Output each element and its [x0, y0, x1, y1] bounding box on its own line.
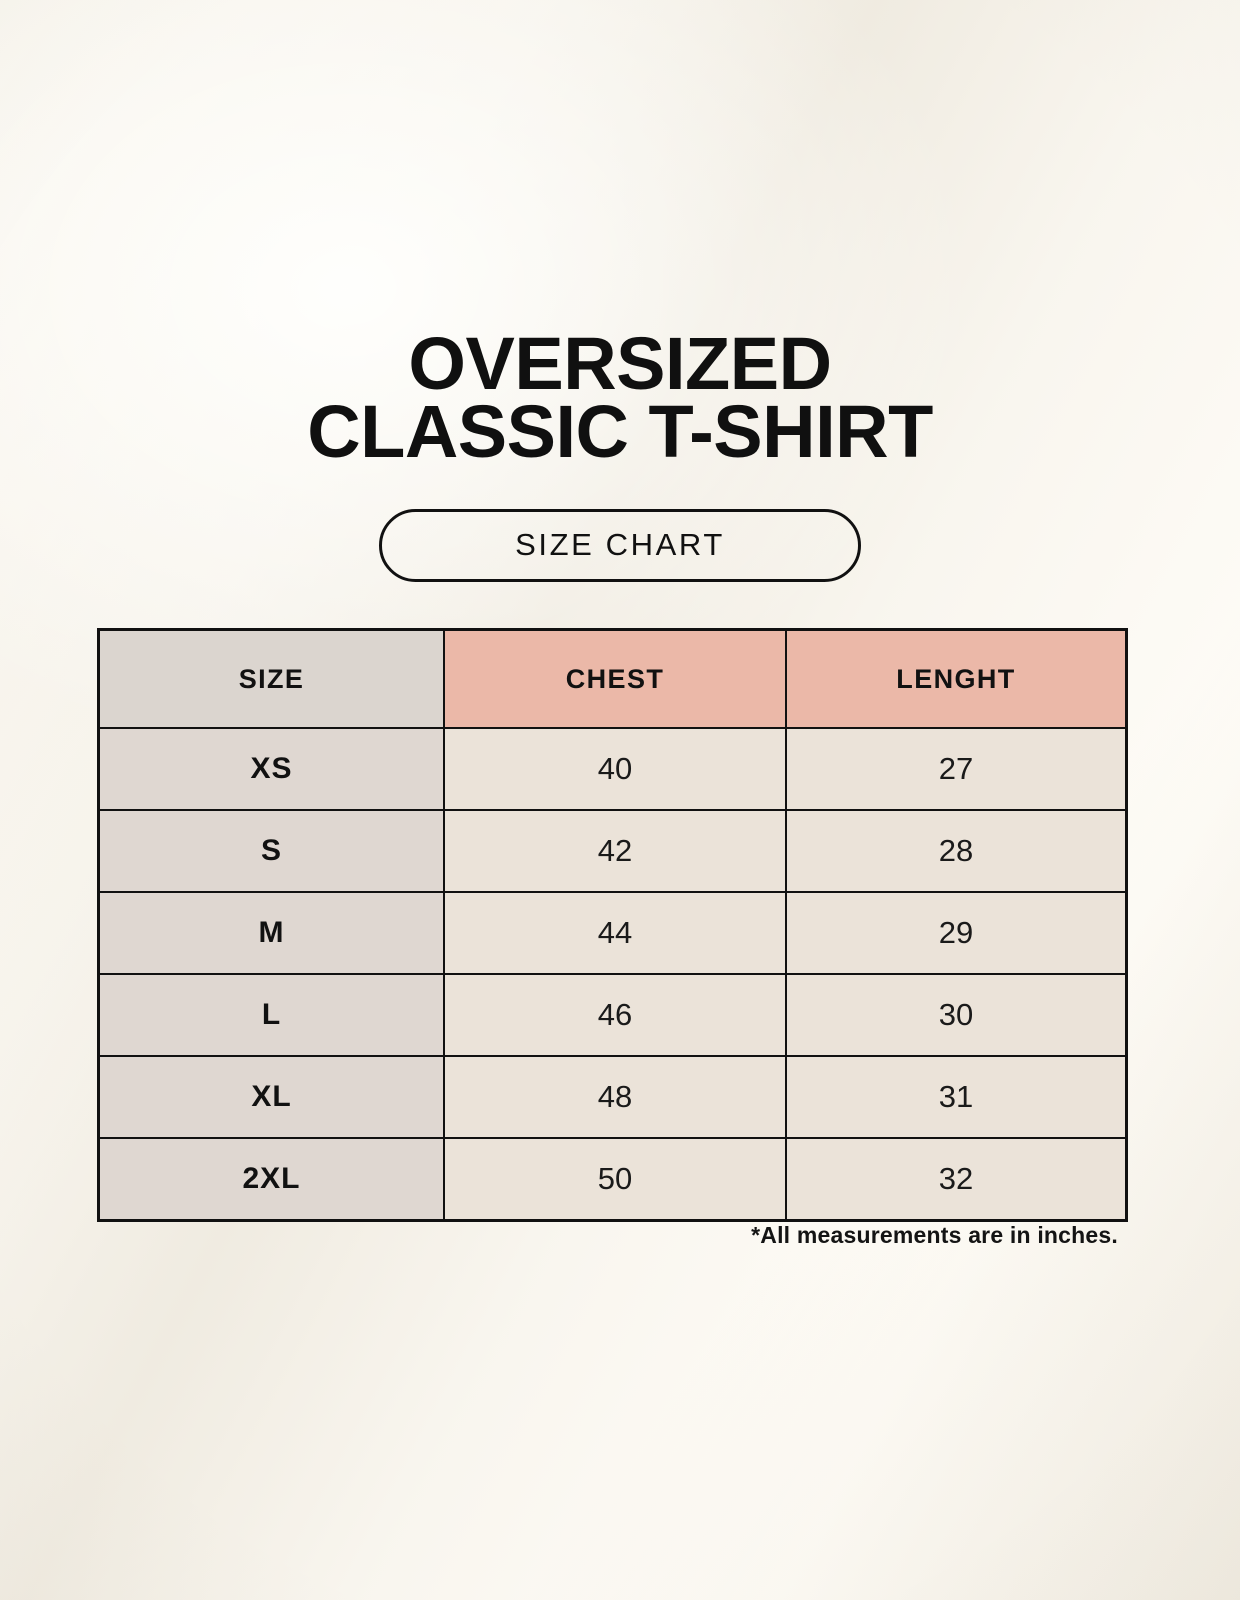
- size-chart-table-container: SIZE CHEST LENGHT XS 40 27 S 42 28: [97, 628, 1128, 1222]
- table-row: XS 40 27: [97, 727, 1128, 811]
- cell-chest: 42: [443, 809, 787, 893]
- title-line-2: CLASSIC T-SHIRT: [307, 390, 933, 474]
- cell-length: 29: [785, 891, 1128, 975]
- size-chart-table: SIZE CHEST LENGHT XS 40 27 S 42 28: [97, 628, 1128, 1222]
- cell-size: L: [97, 973, 445, 1057]
- cell-size: S: [97, 809, 445, 893]
- cell-length: 27: [785, 727, 1128, 811]
- table-body: XS 40 27 S 42 28 M 44 29 L: [97, 727, 1128, 1221]
- cell-chest: 44: [443, 891, 787, 975]
- table-row: XL 48 31: [97, 1055, 1128, 1139]
- measurements-footnote: *All measurements are in inches.: [751, 1222, 1118, 1248]
- cell-length: 30: [785, 973, 1128, 1057]
- column-header-size: SIZE: [97, 628, 445, 729]
- table-row: M 44 29: [97, 891, 1128, 975]
- cell-size: XS: [97, 727, 445, 811]
- title-line-1: OVERSIZED: [408, 322, 832, 405]
- table-header-row: SIZE CHEST LENGHT: [97, 628, 1128, 729]
- cell-chest: 40: [443, 727, 787, 811]
- cell-chest: 50: [443, 1137, 787, 1221]
- cell-length: 31: [785, 1055, 1128, 1139]
- page-title: OVERSIZED CLASSIC T-SHIRT: [0, 322, 1240, 474]
- table-row: S 42 28: [97, 809, 1128, 893]
- column-header-chest: CHEST: [443, 628, 787, 729]
- table-header: SIZE CHEST LENGHT: [97, 628, 1128, 729]
- table-row: L 46 30: [97, 973, 1128, 1057]
- size-chart-badge: SIZE CHART: [379, 509, 861, 582]
- size-chart-badge-container: SIZE CHART: [0, 509, 1240, 582]
- cell-size: 2XL: [97, 1137, 445, 1221]
- cell-chest: 46: [443, 973, 787, 1057]
- cell-size: M: [97, 891, 445, 975]
- cell-length: 28: [785, 809, 1128, 893]
- cell-chest: 48: [443, 1055, 787, 1139]
- cell-length: 32: [785, 1137, 1128, 1221]
- cell-size: XL: [97, 1055, 445, 1139]
- column-header-length: LENGHT: [785, 628, 1128, 729]
- table-row: 2XL 50 32: [97, 1137, 1128, 1221]
